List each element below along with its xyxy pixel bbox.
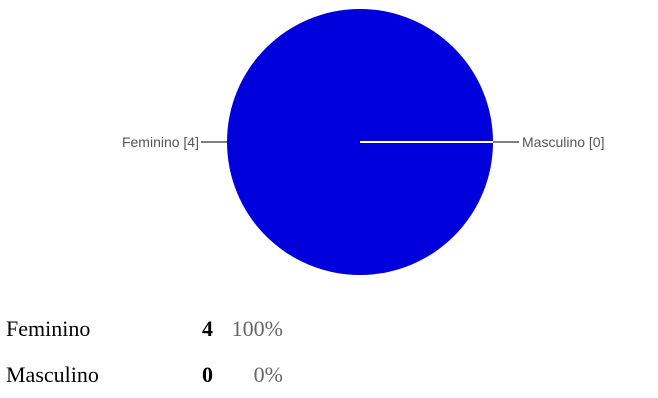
summary-label: Feminino [6,316,91,341]
pie-chart: Feminino [4] Masculino [0] [122,9,604,275]
summary-row-masculino: Masculino 0 0% [6,352,283,398]
summary-percent: 0% [253,362,283,387]
summary-table: Feminino 4 100% Masculino 0 0% [6,306,283,398]
summary-percent: 100% [231,316,283,341]
summary-count: 0 [202,362,213,387]
pie-chart-svg: Feminino [4] Masculino [0] [122,9,604,275]
summary-row-feminino: Feminino 4 100% [6,306,283,352]
pie-label-masculino: Masculino [0] [522,134,604,150]
pie-label-feminino: Feminino [4] [122,134,199,150]
summary-count: 4 [202,316,213,341]
summary-label: Masculino [6,362,99,387]
